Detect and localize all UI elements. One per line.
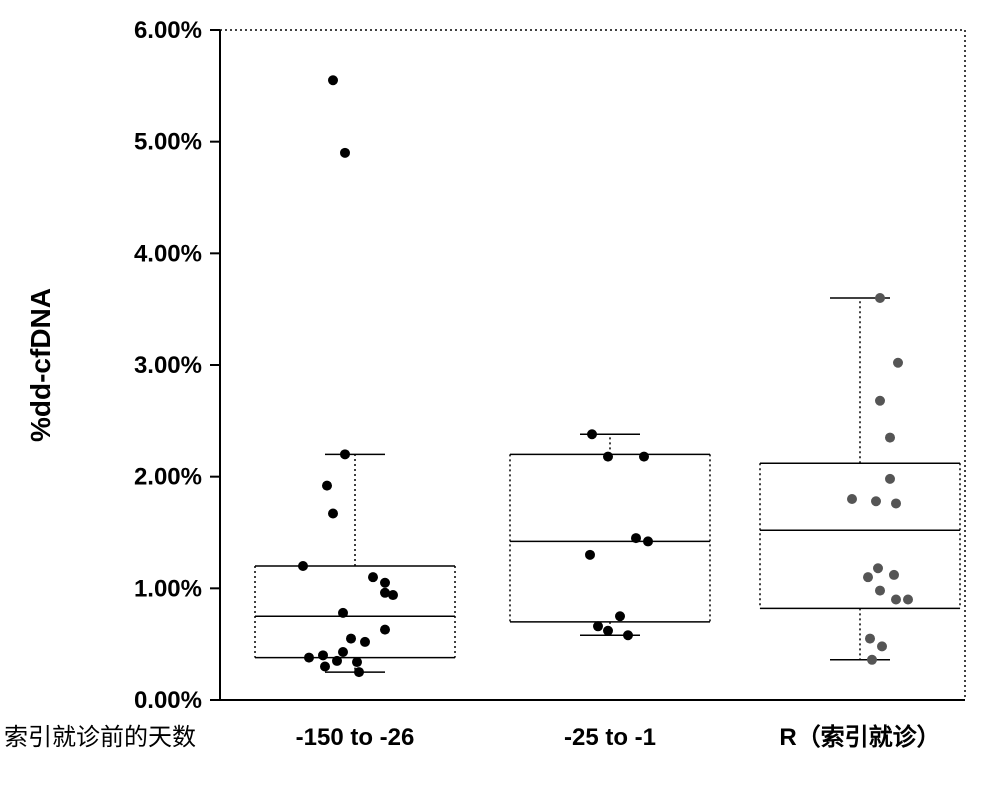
data-point xyxy=(354,667,364,677)
data-point xyxy=(322,481,332,491)
y-tick-label: 3.00% xyxy=(134,352,202,379)
data-point xyxy=(298,561,308,571)
data-point xyxy=(332,656,342,666)
data-point xyxy=(380,625,390,635)
data-point xyxy=(318,650,328,660)
y-tick-label: 6.00% xyxy=(134,17,202,44)
x-axis-title: 索引就诊前的天数 xyxy=(4,724,196,751)
y-axis-title: %dd-cfDNA xyxy=(25,288,56,442)
data-point xyxy=(885,474,895,484)
data-point xyxy=(891,498,901,508)
data-point xyxy=(865,634,875,644)
data-point xyxy=(603,626,613,636)
data-point xyxy=(903,595,913,605)
data-point xyxy=(340,148,350,158)
data-point xyxy=(623,630,633,640)
data-point xyxy=(867,655,877,665)
data-point xyxy=(631,533,641,543)
data-point xyxy=(320,662,330,672)
data-point xyxy=(380,578,390,588)
data-point xyxy=(338,608,348,618)
data-point xyxy=(847,494,857,504)
data-point xyxy=(340,449,350,459)
data-point xyxy=(885,433,895,443)
data-point xyxy=(593,621,603,631)
data-point xyxy=(328,75,338,85)
y-tick-label: 5.00% xyxy=(134,129,202,156)
data-point xyxy=(615,611,625,621)
y-tick-label: 4.00% xyxy=(134,240,202,267)
data-point xyxy=(585,550,595,560)
data-point xyxy=(639,452,649,462)
data-point xyxy=(875,396,885,406)
x-tick-label: R（索引就诊） xyxy=(779,723,940,751)
data-point xyxy=(893,358,903,368)
data-point xyxy=(352,657,362,667)
data-point xyxy=(889,570,899,580)
data-point xyxy=(643,536,653,546)
data-point xyxy=(368,572,378,582)
data-point xyxy=(360,637,370,647)
data-point xyxy=(603,452,613,462)
data-point xyxy=(891,595,901,605)
boxplot-chart: 0.00% 1.00% 2.00% 3.00% 4.00% 5.00% 6.00% %dd-c… xyxy=(0,0,1000,791)
data-point xyxy=(863,572,873,582)
x-tick-label: -25 to -1 xyxy=(564,724,656,751)
data-point xyxy=(338,647,348,657)
data-point xyxy=(873,563,883,573)
data-point xyxy=(877,641,887,651)
y-tick-label: 2.00% xyxy=(134,464,202,491)
y-tick-label: 0.00% xyxy=(134,687,202,714)
y-tick-label: 1.00% xyxy=(134,575,202,602)
x-tick-label: -150 to -26 xyxy=(296,724,415,751)
data-point xyxy=(328,509,338,519)
data-point xyxy=(388,590,398,600)
data-point xyxy=(346,634,356,644)
chart-svg: 0.00% 1.00% 2.00% 3.00% 4.00% 5.00% 6.00% %dd-c… xyxy=(0,0,1000,791)
data-point xyxy=(875,586,885,596)
data-point xyxy=(304,653,314,663)
data-point xyxy=(875,293,885,303)
data-point xyxy=(871,496,881,506)
data-point xyxy=(587,429,597,439)
